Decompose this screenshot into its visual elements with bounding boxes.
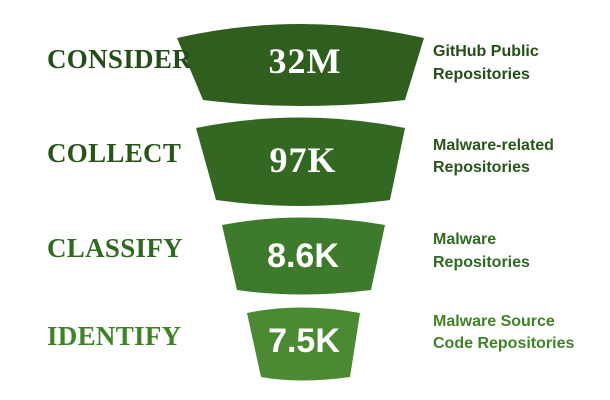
stage-desc-identify-line2: Code Repositories <box>433 335 574 352</box>
stage-value-identify: 7.5K <box>268 322 340 360</box>
stage-classify: CLASSIFY 8.6K Malware Repositories <box>47 217 530 295</box>
funnel-segment-classify <box>222 217 385 295</box>
stage-desc-consider-line1: GitHub Public <box>433 43 539 60</box>
stage-label-consider: CONSIDER <box>47 44 192 74</box>
stage-identify: IDENTIFY 7.5K Malware Source Code Reposi… <box>47 307 574 381</box>
stage-label-identify: IDENTIFY <box>47 321 181 351</box>
stage-desc-identify-line1: Malware Source <box>433 313 555 330</box>
stage-value-collect: 97K <box>269 140 336 180</box>
stage-label-collect: COLLECT <box>47 138 181 168</box>
stage-consider: CONSIDER 32M GitHub Public Repositories <box>47 24 539 106</box>
stage-desc-collect-line1: Malware-related <box>433 137 554 154</box>
stage-desc-collect-line2: Repositories <box>433 159 530 176</box>
stage-collect: COLLECT 97K Malware-related Repositories <box>47 117 554 206</box>
stage-desc-classify-line1: Malware <box>433 231 496 248</box>
funnel-segment-collect <box>196 117 405 206</box>
stage-value-consider: 32M <box>269 41 342 81</box>
funnel-segment-consider <box>177 24 424 106</box>
stage-desc-consider-line2: Repositories <box>433 66 530 83</box>
stage-desc-classify-line2: Repositories <box>433 254 530 271</box>
stage-label-classify: CLASSIFY <box>47 233 183 263</box>
funnel-segment-identify <box>247 307 360 381</box>
stage-value-classify: 8.6K <box>267 237 339 275</box>
